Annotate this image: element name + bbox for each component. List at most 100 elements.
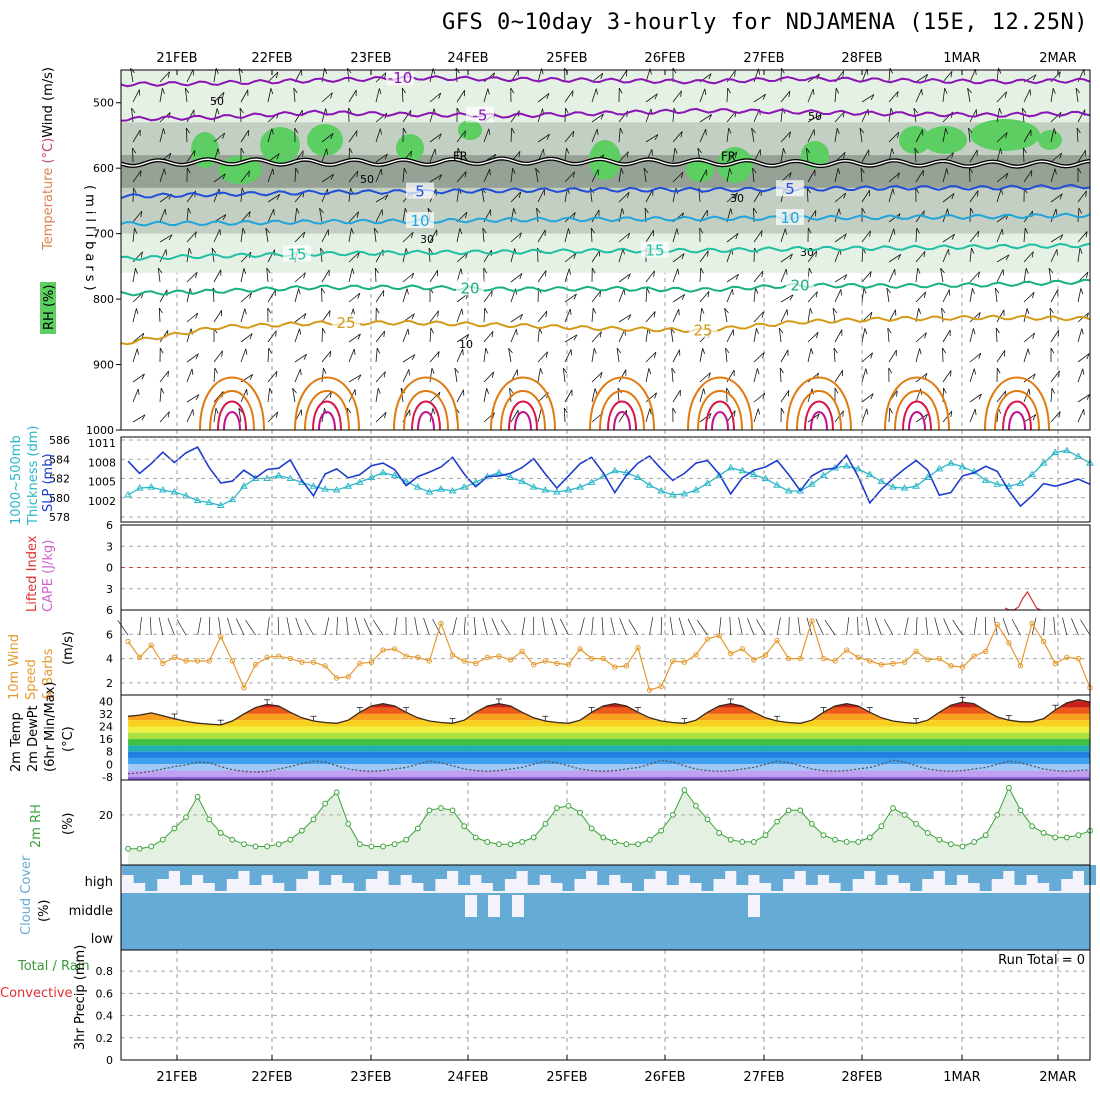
- wind-barb: [591, 250, 601, 263]
- cloud-high-bar: [353, 865, 366, 891]
- wind-barb-flag: [465, 334, 470, 340]
- thickness-point: [147, 483, 156, 490]
- wind-barb-flag: [303, 313, 307, 320]
- wind-barb-flag: [779, 367, 784, 374]
- wind-barb-flag: [654, 93, 658, 100]
- wind-barb: [915, 89, 923, 103]
- wind-barb: [132, 348, 138, 363]
- wind-barb-flag: [913, 107, 918, 114]
- wind-barb-flag: [266, 267, 271, 274]
- wind-barb-flag: [916, 227, 920, 234]
- rh2m-point: [611, 839, 618, 845]
- isotherm-line: [120, 75, 1091, 88]
- wind-barb-flag: [406, 288, 409, 295]
- wind10m-barb: [227, 617, 233, 636]
- wind-barb-flag: [593, 348, 597, 354]
- wind-barb: [780, 349, 789, 363]
- wind-barb: [537, 229, 546, 243]
- wind-barb-flag: [265, 227, 270, 234]
- wind-barb: [699, 308, 703, 323]
- wind-barb-flag: [809, 308, 813, 314]
- wind-barb: [510, 168, 514, 183]
- wind10m-barb: [934, 617, 940, 636]
- wind-barb: [238, 408, 242, 423]
- wind-barb-flag: [843, 192, 847, 199]
- rh2m-point: [866, 834, 873, 841]
- surface-heat-contour: [223, 411, 241, 431]
- wind-barb-flag: [699, 227, 704, 234]
- wind-tick-label: 2: [106, 677, 113, 690]
- y-tick-label: 600: [93, 162, 114, 175]
- wind-barb-flag: [295, 167, 299, 174]
- thickness-point: [471, 478, 480, 485]
- isotherm-label: 25: [693, 321, 712, 339]
- wind-barb: [1077, 190, 1087, 203]
- wind-barb-flag: [545, 351, 548, 358]
- wind10m-barb: [1080, 619, 1091, 636]
- wind-barb: [699, 129, 707, 143]
- wind10m-point: [1029, 620, 1035, 627]
- wind-barb-flag: [842, 410, 844, 417]
- cloud-high-bar: [191, 865, 204, 875]
- thickness-point: [135, 484, 144, 491]
- wind-barb-flag: [1048, 267, 1054, 274]
- wind-barb: [1077, 208, 1080, 223]
- wind-barb-flag: [1082, 368, 1085, 375]
- wind10m-point: [994, 621, 1000, 628]
- thickness-point: [170, 488, 179, 495]
- cloud-high-bar: [631, 865, 644, 891]
- rh2m-point: [217, 830, 224, 836]
- wind-barb-flag: [298, 288, 301, 295]
- thickness-point: [518, 477, 526, 484]
- wind-barb-flag: [271, 128, 274, 135]
- wind-barb-flag: [943, 387, 947, 394]
- wind-barb: [753, 352, 765, 363]
- wind-barb-flag: [950, 370, 952, 377]
- precip-tick-label: 0.8: [96, 965, 114, 978]
- wind10m-barb: [952, 619, 963, 636]
- wind-barb-flag: [887, 327, 892, 334]
- wind-barb-flag: [944, 87, 948, 94]
- wind-barb: [861, 271, 872, 283]
- wind10m-barb: [747, 618, 755, 636]
- wind-barb: [645, 328, 649, 343]
- wind-barb-flag: [864, 328, 868, 335]
- wind-barb-flag: [894, 269, 896, 276]
- wind-barb: [1023, 170, 1033, 183]
- wind-barb: [591, 308, 594, 323]
- wind-barb: [969, 368, 975, 383]
- wind-barb: [132, 129, 141, 143]
- wind-barb: [834, 168, 839, 183]
- wind-barb: [348, 333, 361, 343]
- cloud-high-bar: [1037, 865, 1050, 883]
- wind-barb-flag: [914, 147, 919, 154]
- wind-barb-flag: [994, 287, 1000, 294]
- wind-barb-flag: [891, 148, 895, 155]
- wind10m-point: [391, 646, 398, 652]
- rh2m-point: [600, 834, 607, 841]
- cloud-high-bar: [944, 865, 957, 885]
- wind-barb-flag: [407, 328, 410, 335]
- wind-barb-flag: [948, 249, 950, 256]
- wind-barb: [348, 228, 352, 243]
- wind10m-point: [843, 647, 850, 653]
- cloud-high-bar: [446, 865, 459, 871]
- cloud-high-bar: [968, 865, 981, 883]
- wind-barb: [1050, 330, 1059, 343]
- wind-barb: [213, 368, 216, 383]
- thickness-point: [309, 482, 318, 489]
- wind-barb: [456, 252, 468, 263]
- wind-barb: [267, 347, 270, 363]
- wind-barb-flag: [942, 347, 947, 354]
- wind-barb-flag: [486, 388, 490, 395]
- wind-barb-flag: [519, 313, 523, 320]
- date-label-top: 22FEB: [251, 51, 292, 66]
- wind-barb: [213, 188, 220, 203]
- wind-barb-flag: [562, 367, 568, 374]
- thickness-point: [854, 464, 863, 472]
- wind-barb-flag: [734, 410, 736, 417]
- isotherm-line: [120, 314, 1091, 346]
- wind-barb-flag: [755, 287, 759, 294]
- isotherm-label: 5: [415, 183, 425, 201]
- wind-barb-flag: [889, 407, 893, 414]
